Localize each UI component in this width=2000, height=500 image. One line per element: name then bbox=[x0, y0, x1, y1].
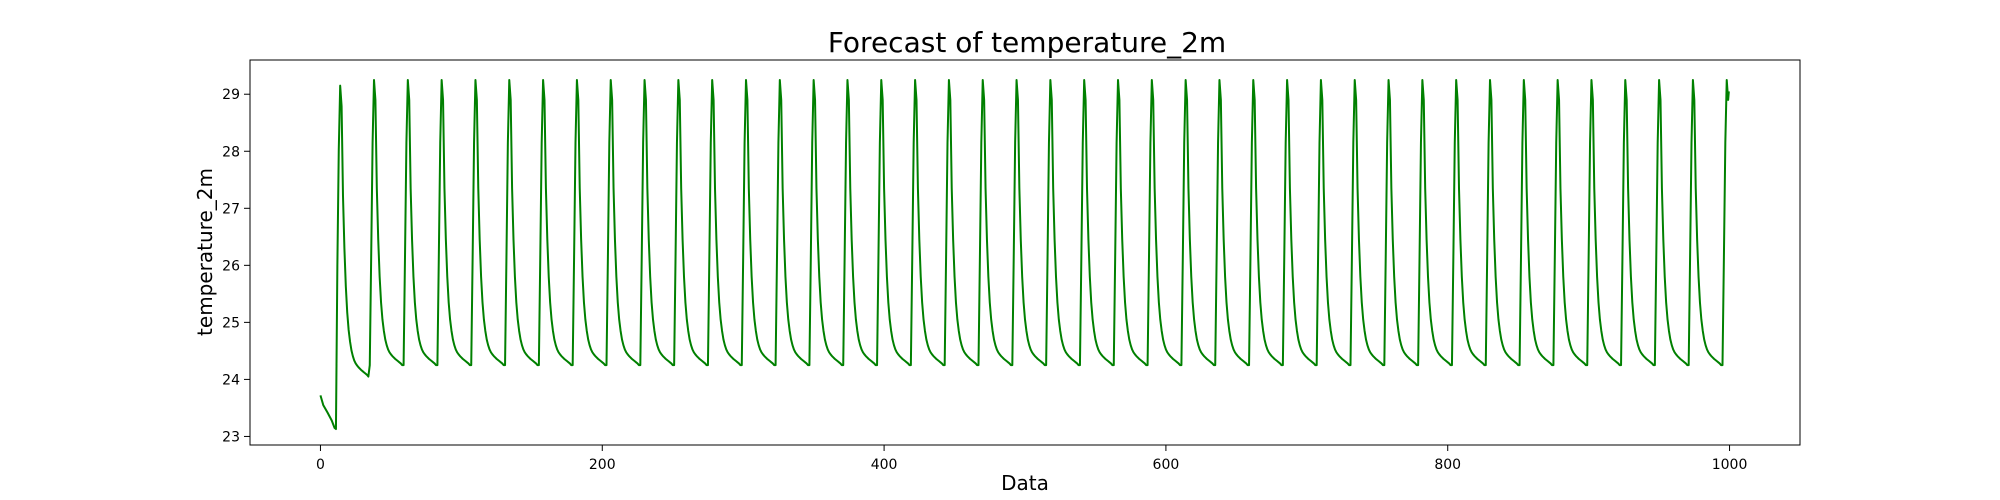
x-tick-label: 200 bbox=[589, 457, 616, 473]
x-tick-label: 0 bbox=[316, 457, 325, 473]
x-tick-label: 1000 bbox=[1712, 457, 1748, 473]
y-tick-label: 24 bbox=[222, 372, 240, 388]
y-tick-label: 28 bbox=[222, 144, 240, 160]
x-axis-label: Data bbox=[1001, 471, 1049, 495]
x-axis: 0 200 400 600 800 1000 bbox=[316, 445, 1747, 473]
series-line-temperature bbox=[319, 78, 1730, 431]
x-tick-label: 600 bbox=[1153, 457, 1180, 473]
y-tick-label: 25 bbox=[222, 315, 240, 331]
x-tick-label: 800 bbox=[1434, 457, 1461, 473]
x-tick-label: 400 bbox=[871, 457, 898, 473]
y-tick-label: 27 bbox=[222, 201, 240, 217]
chart-title: Forecast of temperature_2m bbox=[828, 26, 1226, 59]
y-tick-label: 29 bbox=[222, 87, 240, 103]
y-axis-label: temperature_2m bbox=[193, 168, 217, 336]
y-tick-label: 26 bbox=[222, 258, 240, 274]
y-axis: 23 24 25 26 27 28 29 bbox=[222, 87, 250, 445]
y-tick-label: 23 bbox=[222, 429, 240, 445]
plot-frame bbox=[249, 59, 1801, 446]
